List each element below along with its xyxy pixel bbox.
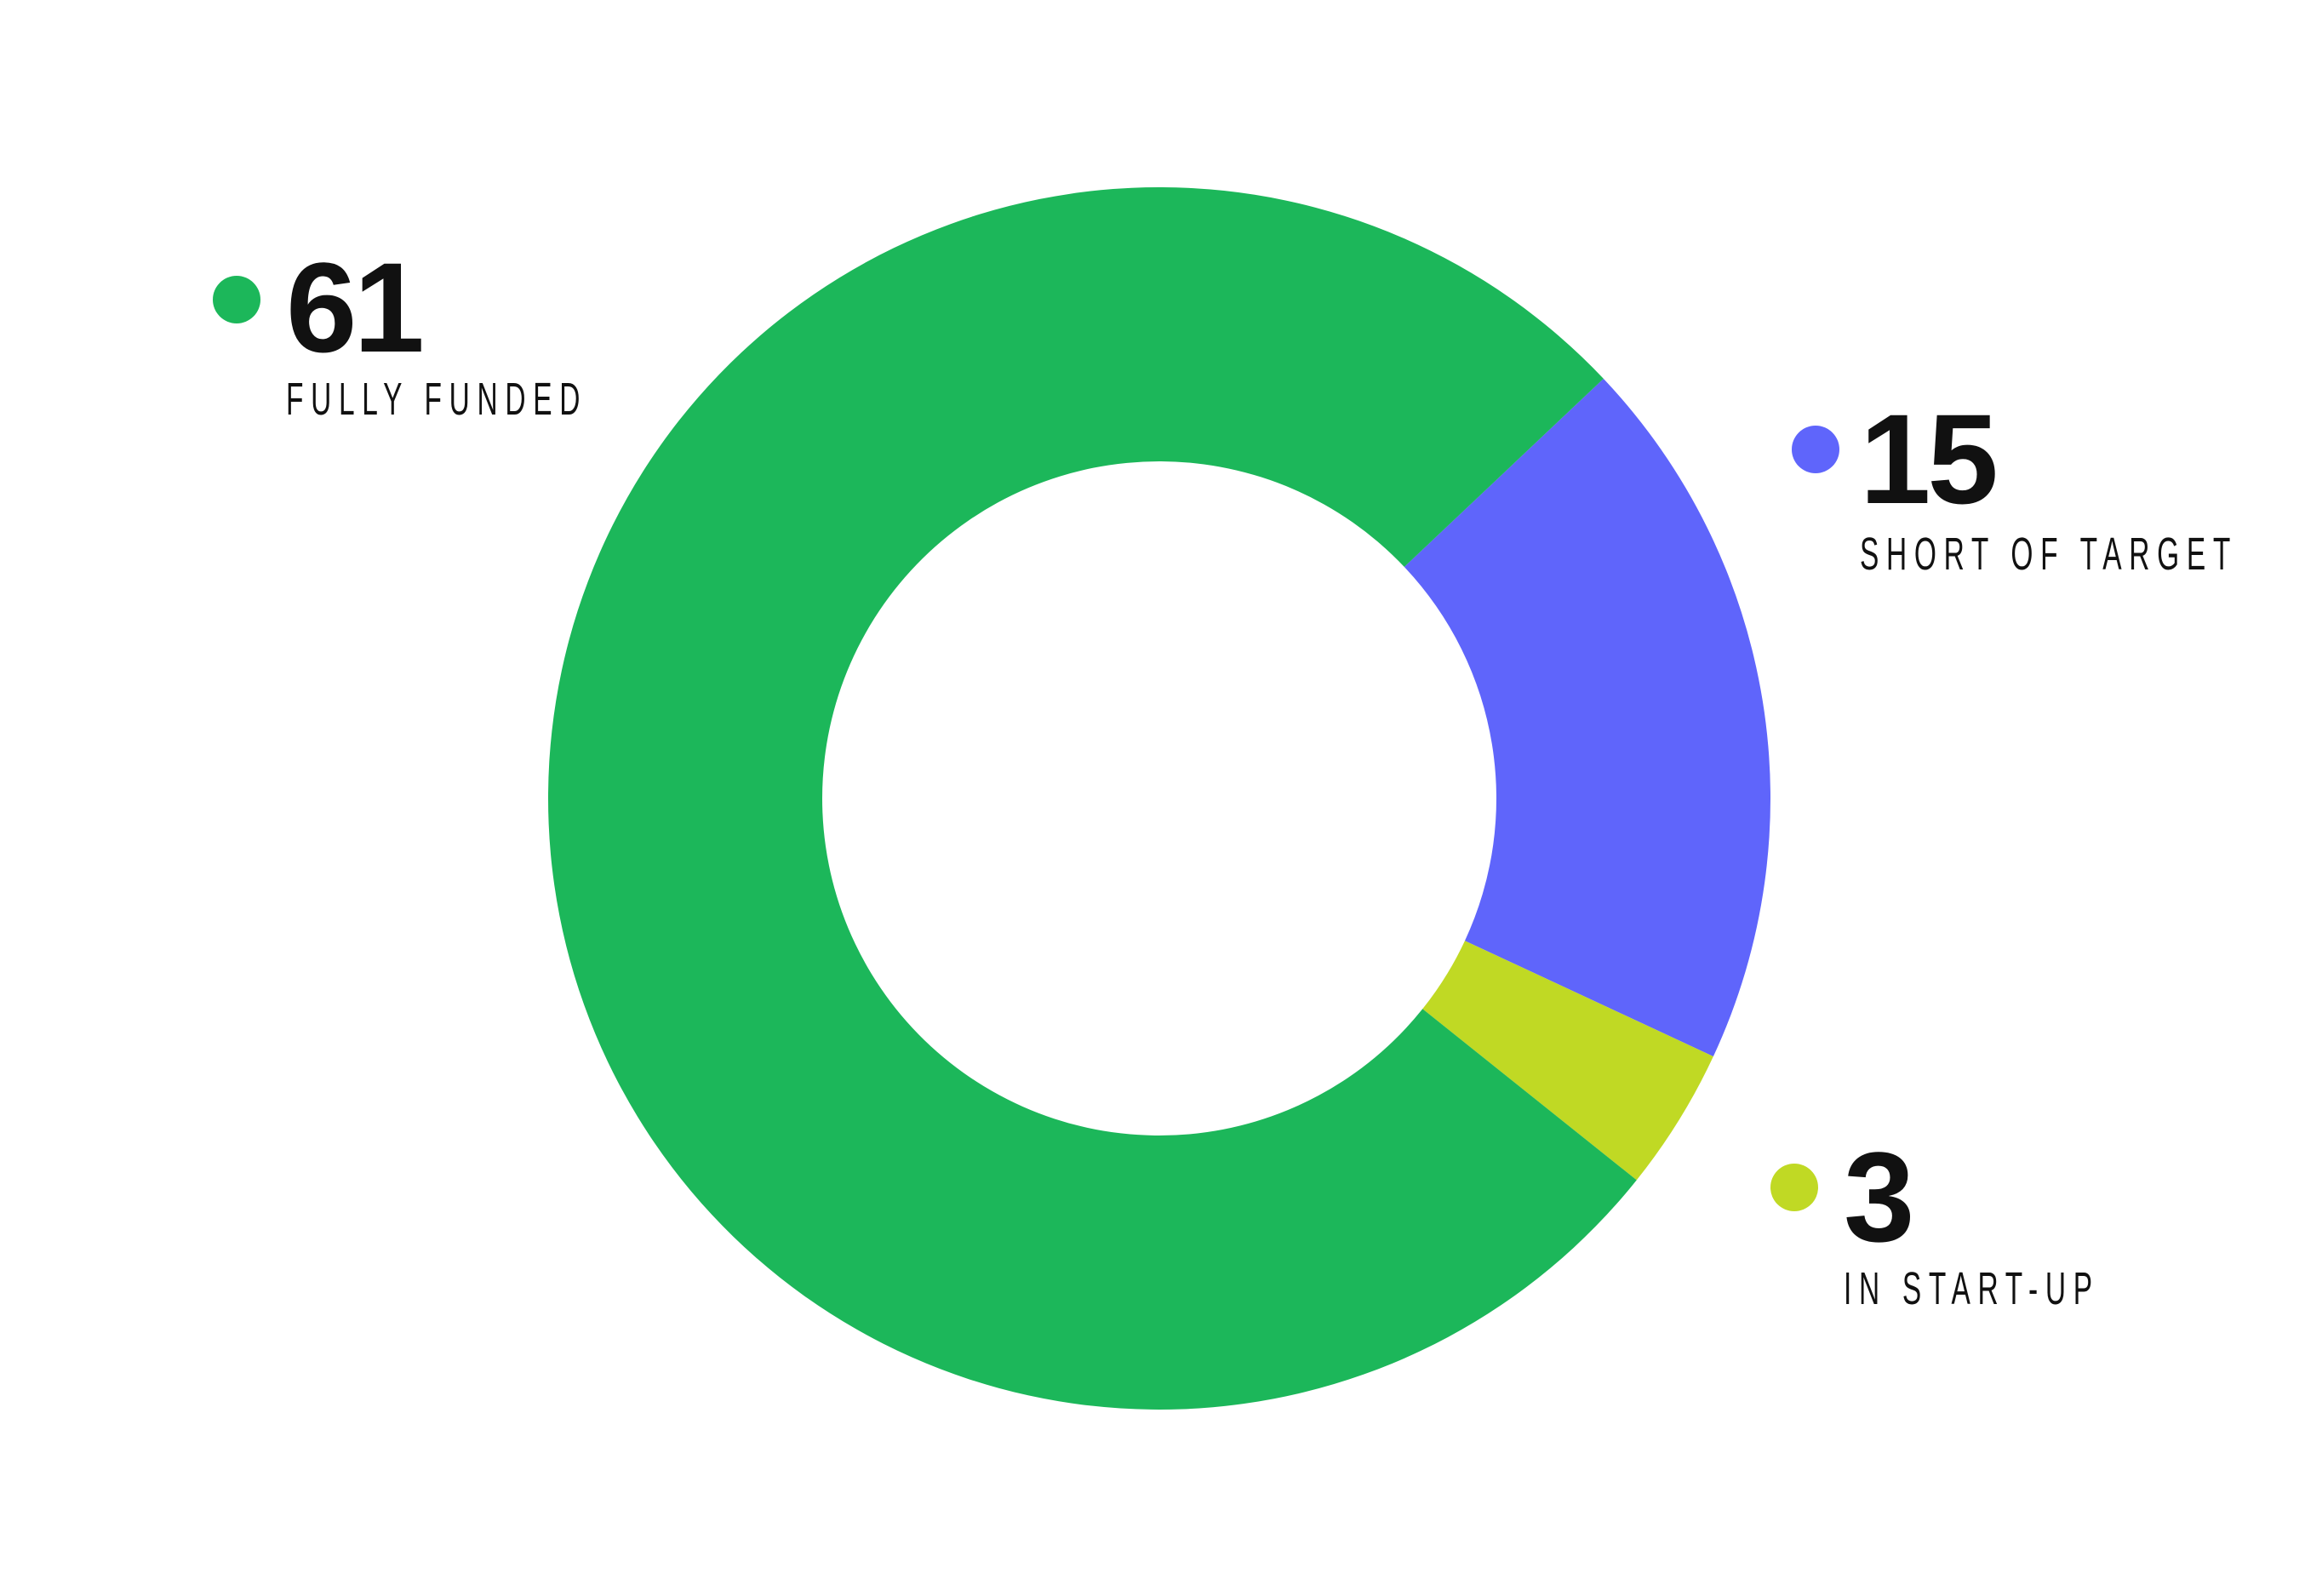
donut-slices	[548, 186, 1770, 1410]
legend-value: 61	[286, 236, 425, 379]
legend-label: FULLY FUNDED	[286, 374, 588, 425]
legend-dot-icon	[1770, 1164, 1818, 1211]
slice-fully-funded	[548, 186, 1637, 1410]
legend-value: 3	[1844, 1125, 1914, 1268]
legend-value: 15	[1860, 387, 1999, 530]
slice-short-of-target	[1404, 378, 1770, 1057]
slice-in-start-up	[1422, 941, 1713, 1181]
legend-label: SHORT OF TARGET	[1860, 529, 2238, 580]
legend-label: IN START-UP	[1844, 1263, 2100, 1314]
legend-dot-icon	[213, 276, 260, 323]
legend-dot-icon	[1792, 426, 1839, 473]
